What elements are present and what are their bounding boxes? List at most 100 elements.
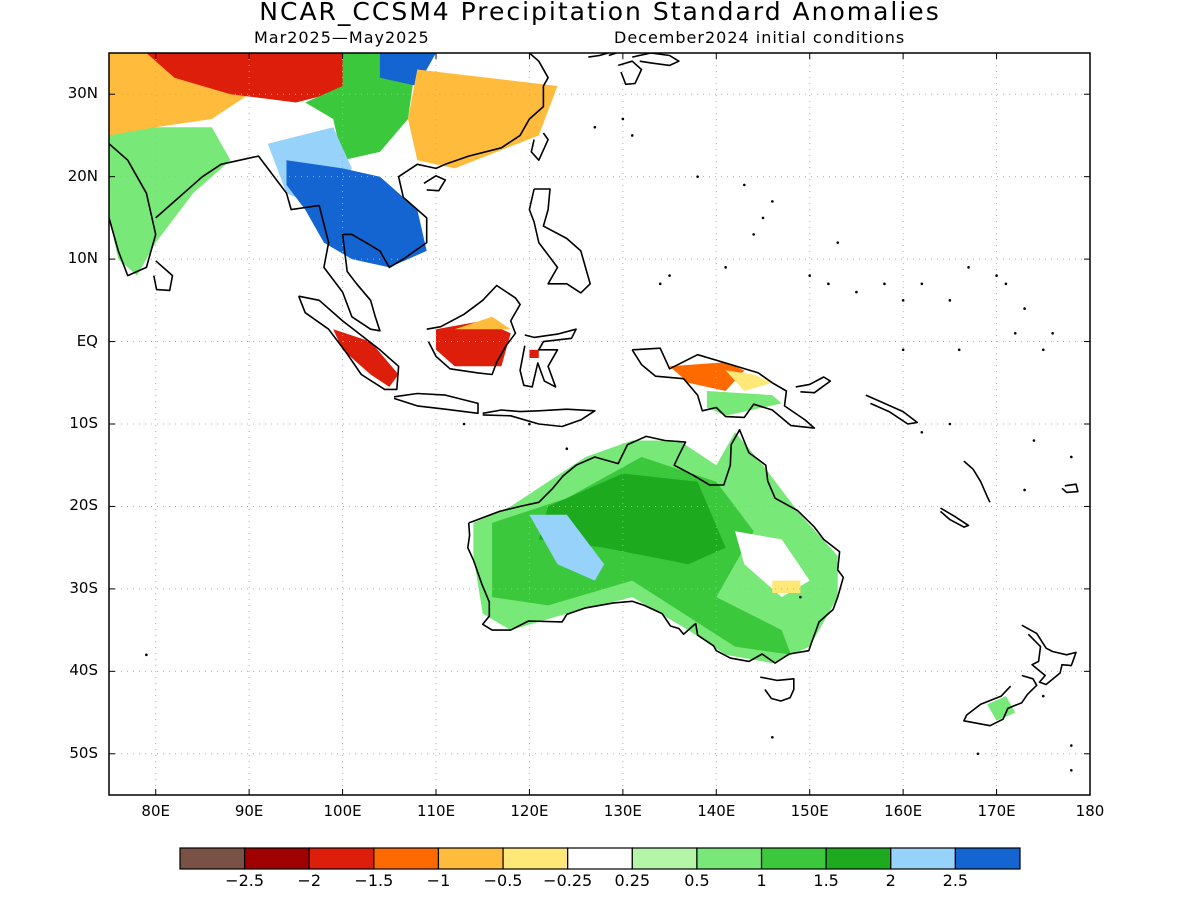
- coastline-new-caledonia: [939, 507, 970, 528]
- longitude-label: 90E: [234, 802, 264, 820]
- coastline-philippines: [528, 188, 592, 294]
- axis-ticks: [109, 53, 1091, 795]
- island-dot: [1070, 455, 1073, 459]
- latitude-label: 10N: [67, 249, 98, 268]
- anomaly-region-australia-lightblue: [529, 514, 605, 581]
- colorbar-swatch: [373, 847, 440, 870]
- longitude-label: 80E: [141, 802, 170, 820]
- island-dot: [957, 348, 961, 352]
- coastline-sumatra: [297, 295, 400, 391]
- anomaly-region-nz-green: [987, 696, 1016, 721]
- colorbar-swatch: [760, 847, 827, 870]
- island-dot: [1023, 488, 1026, 492]
- island-dot: [883, 282, 886, 286]
- island-dot: [948, 299, 952, 302]
- island-dot: [808, 274, 812, 277]
- coastline-korea-south: [588, 53, 618, 58]
- coastline-sri-lanka: [153, 260, 174, 292]
- island-dot: [593, 125, 597, 129]
- anomaly-region-australia-yellow: [772, 580, 801, 593]
- longitude-label: 170E: [977, 802, 1016, 820]
- coastline-vanuatu: [963, 460, 991, 503]
- coastline-tasmania: [760, 676, 795, 702]
- colorbar-label: −0.25: [543, 871, 593, 890]
- longitude-label: 160E: [884, 802, 923, 820]
- island-dot: [901, 348, 905, 352]
- colorbar-swatch: [244, 847, 310, 870]
- longitude-label: 120E: [510, 802, 549, 820]
- coastline-japan-honshu-sw: [632, 53, 680, 67]
- island-dot: [743, 183, 746, 187]
- island-dot: [1013, 332, 1017, 335]
- colorbar-swatch: [954, 847, 1021, 870]
- colorbar-label: 0.5: [684, 871, 710, 890]
- island-dot: [668, 274, 671, 277]
- island-dot: [1041, 694, 1045, 698]
- anomaly-region-indochina-blue: [286, 160, 427, 268]
- colorbar-label: −2.5: [225, 871, 265, 890]
- initial-conditions: December2024 initial conditions: [614, 28, 906, 47]
- longitude-label: 180: [1075, 802, 1105, 820]
- colorbar-swatch: [308, 847, 375, 870]
- anomaly-region-china-east-orange: [408, 69, 558, 169]
- island-dot: [1070, 744, 1073, 747]
- island-dot: [920, 430, 924, 434]
- anomaly-region-china-sw-green: [305, 53, 418, 161]
- island-dot: [901, 299, 905, 302]
- anomaly-region-borneo-orange: [454, 316, 511, 330]
- island-dot: [827, 282, 830, 286]
- island-dot: [771, 200, 774, 203]
- anomaly-region-borneo-red: [436, 320, 511, 367]
- island-dot: [948, 422, 952, 426]
- colorbar: [179, 847, 1021, 870]
- island-dot: [920, 282, 924, 286]
- colorbar-swatch: [890, 847, 956, 870]
- coastline-nz-south: [963, 674, 1038, 727]
- coastline-australia: [466, 428, 845, 664]
- island-dot: [836, 241, 840, 244]
- latitude-label: 20N: [67, 166, 98, 185]
- island-dot: [658, 282, 662, 286]
- island-dot: [761, 216, 765, 220]
- colorbar-label: 2: [885, 871, 896, 890]
- graticule: [109, 53, 1090, 795]
- island-dot: [1023, 307, 1026, 310]
- longitude-label: 150E: [790, 802, 829, 820]
- island-dot: [1041, 348, 1045, 352]
- island-dot: [1070, 768, 1073, 772]
- island-dot: [799, 595, 802, 599]
- island-dot: [724, 266, 727, 269]
- coastline-new-guinea: [631, 347, 816, 429]
- colorbar-swatch: [631, 847, 698, 870]
- coastline-sulawesi: [519, 328, 577, 388]
- anomaly-region-india-south: [109, 127, 231, 276]
- anomaly-region-sumatra-red: [333, 329, 399, 387]
- anomaly-region-new-guinea-green: [706, 391, 782, 416]
- coastline-new-britain: [795, 376, 832, 394]
- island-dot: [630, 134, 634, 137]
- map-frame: [108, 52, 1091, 796]
- latitude-label: 30N: [67, 84, 98, 103]
- island-dot: [1032, 439, 1036, 442]
- colorbar-label: 2.5: [942, 871, 969, 890]
- latitude-label: 40S: [69, 661, 98, 680]
- island-dot: [855, 290, 858, 294]
- colorbar-swatch: [502, 847, 569, 870]
- island-dot: [995, 274, 998, 277]
- longitude-label: 100E: [323, 802, 362, 820]
- island-dot: [771, 735, 774, 739]
- latitude-label: 30S: [69, 578, 98, 597]
- latitude-label: 20S: [69, 496, 98, 515]
- colorbar-label: −1.5: [354, 871, 394, 890]
- island-dot: [1051, 332, 1054, 335]
- coastline-solomons: [865, 394, 919, 425]
- colorbar-label: 1.5: [813, 871, 839, 890]
- coastline-fiji: [1061, 483, 1079, 494]
- colorbar-swatch: [696, 847, 763, 870]
- anomaly-region-new-guinea-orange: [669, 362, 745, 391]
- island-dot: [1004, 282, 1008, 286]
- colorbar-swatch: [179, 847, 246, 870]
- anomaly-region-sulawesi-red: [529, 349, 539, 358]
- latitude-label: 10S: [69, 414, 98, 432]
